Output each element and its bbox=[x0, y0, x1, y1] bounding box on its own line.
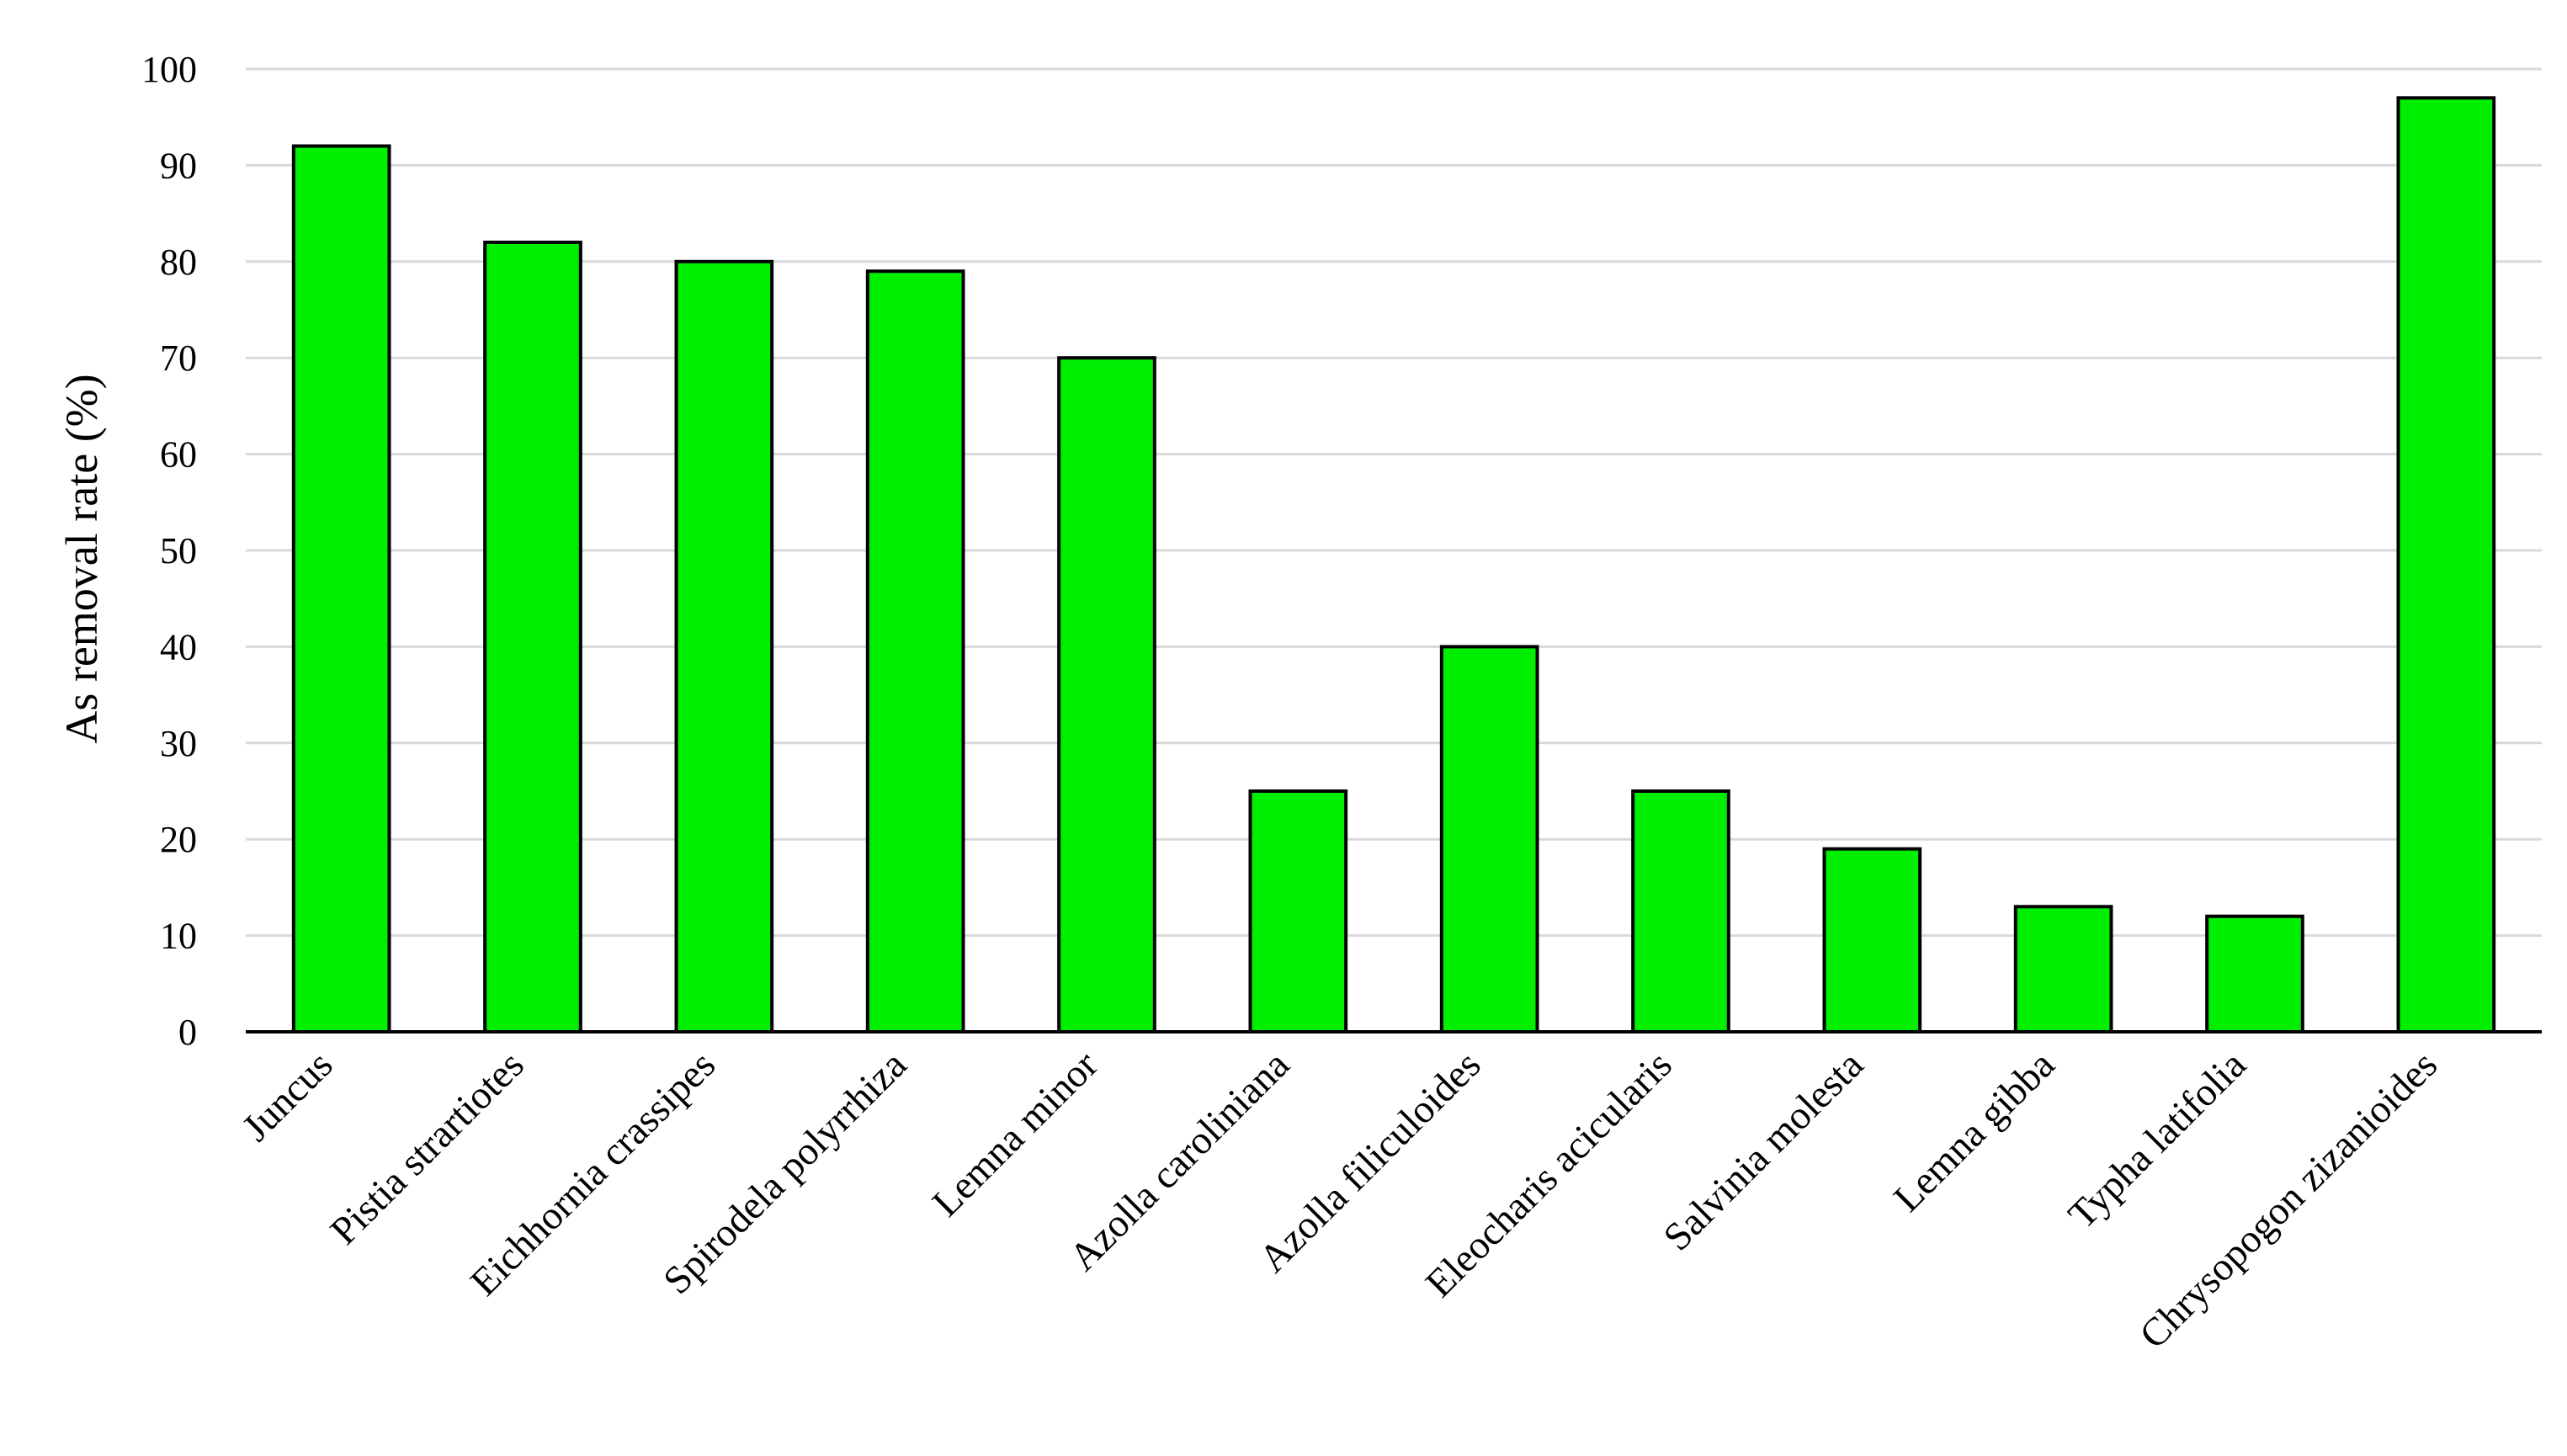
y-axis-title: As removal rate (%) bbox=[56, 374, 107, 743]
bar bbox=[865, 269, 965, 1034]
y-tick-label: 50 bbox=[160, 530, 197, 571]
x-category-label: Salvinia molesta bbox=[1656, 1043, 1872, 1259]
bar bbox=[1439, 645, 1539, 1034]
bar bbox=[1057, 356, 1156, 1034]
gridlines bbox=[246, 67, 2542, 938]
y-tick-label: 100 bbox=[141, 49, 197, 90]
y-tick-label: 40 bbox=[160, 626, 197, 667]
x-category-label: Lemna minor bbox=[924, 1043, 1107, 1225]
y-tick-label: 60 bbox=[160, 434, 197, 476]
bar bbox=[291, 144, 391, 1034]
y-tick-label: 0 bbox=[178, 1012, 197, 1053]
y-tick-label: 30 bbox=[160, 723, 197, 764]
bar bbox=[1631, 789, 1730, 1034]
y-tick-label: 10 bbox=[160, 916, 197, 957]
y-tick-label: 80 bbox=[160, 242, 197, 283]
bars bbox=[291, 96, 2496, 1034]
bar bbox=[674, 259, 774, 1034]
bar bbox=[2013, 905, 2113, 1034]
bar bbox=[1822, 847, 1922, 1034]
bar bbox=[1248, 789, 1348, 1034]
y-tick-label: 70 bbox=[160, 337, 197, 379]
y-tick-label: 20 bbox=[160, 819, 197, 860]
x-category-label: Typha latifolia bbox=[2060, 1043, 2255, 1237]
y-tick-label: 90 bbox=[160, 145, 197, 186]
bar bbox=[483, 240, 582, 1034]
x-category-label: Pistia strartiotes bbox=[322, 1043, 533, 1253]
x-category-label: Lemna gibba bbox=[1885, 1043, 2063, 1220]
x-category-label: Juncus bbox=[234, 1043, 341, 1150]
y-tick-labels: 0 10 20 30 40 50 60 70 80 90 100 bbox=[141, 49, 197, 1053]
bar bbox=[2396, 96, 2496, 1034]
bar bbox=[2205, 914, 2304, 1034]
